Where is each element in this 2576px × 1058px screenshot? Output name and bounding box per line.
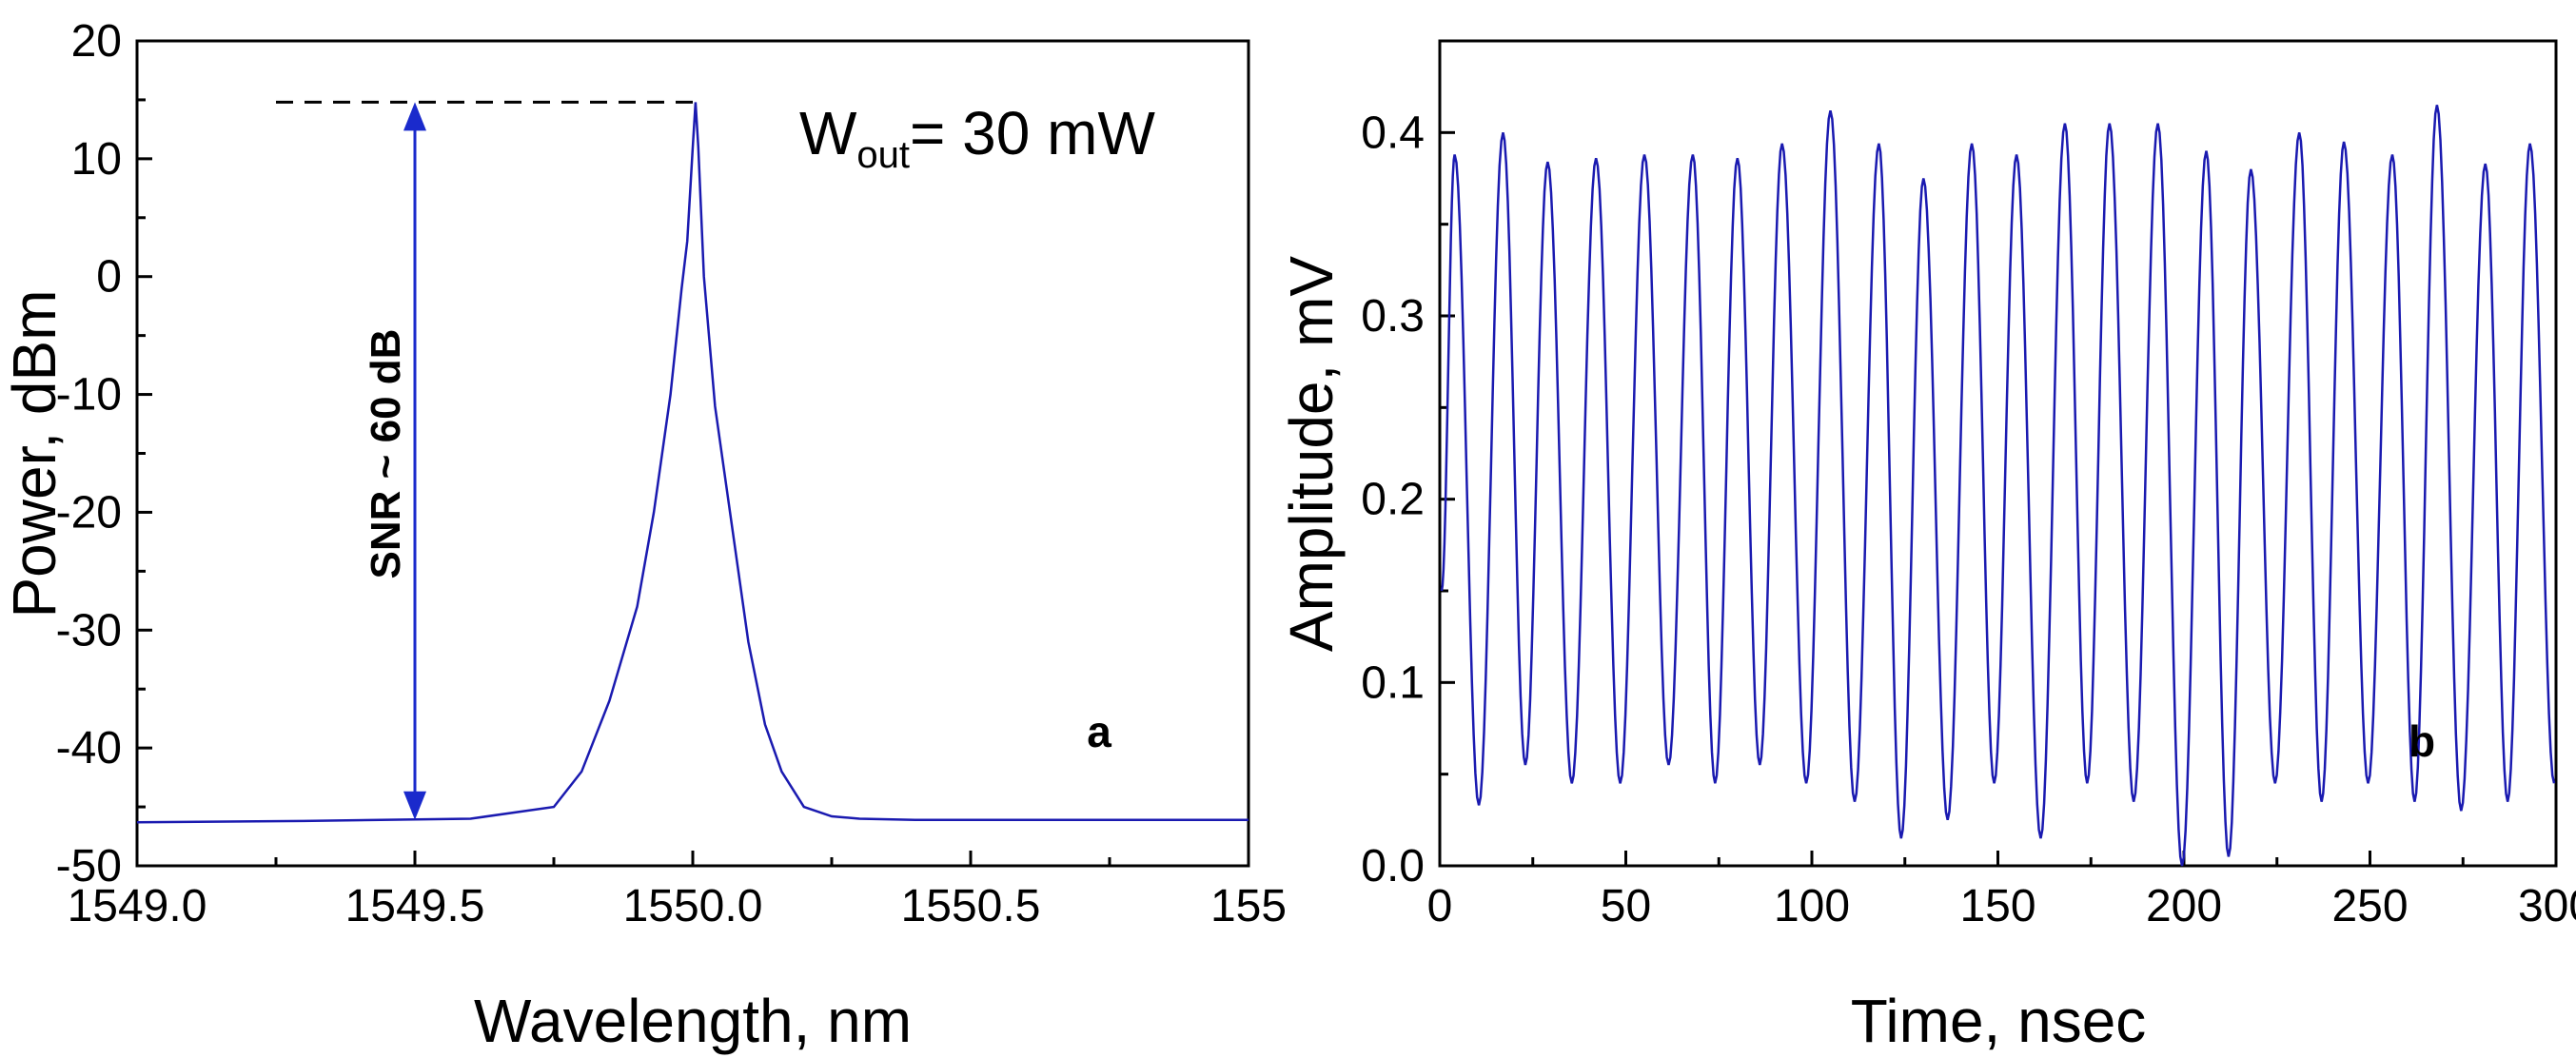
panel-a-y-tick-label: 10 [71,134,122,185]
panel-a-snr-arrowhead-top [403,102,426,131]
panel-b-x-tick-label: 50 [1601,881,1651,931]
panel-a-y-tick-label: 20 [71,16,122,67]
panel-a-x-tick-label: 1549.5 [345,881,485,931]
panel-b-time-trace: 0 50 100 150 200 250 300 0.0 0.1 0.2 0.3 0.4 b Time… [1277,39,2576,1055]
panel-b-y-tick-label: 0.3 [1361,291,1425,342]
panel-b-ticks [1438,130,2558,868]
panel-a-spectrum-trace [136,102,1249,824]
panel-b-y-tick-label: 0.1 [1361,657,1425,708]
panel-a-y-tick-label: -50 [56,841,122,891]
panel-b-letter: b [2409,716,2435,766]
panel-a-y-tick-label: -40 [56,723,122,774]
panel-b-x-tick-label: 200 [2146,881,2222,931]
panel-b-x-tick-label: 0 [1427,881,1453,931]
panel-a-y-tick-label: 0 [96,252,122,303]
panel-b-y-axis-title: Amplitude, mV [1277,256,1346,652]
panel-a-tick-labels: 1549.0 1549.5 1550.0 1550.5 155 -50 -40 -30 -20 -… [56,16,1287,931]
panel-b-y-tick-label: 0.0 [1361,841,1425,891]
panel-b-oscillation-trace [1440,105,2556,867]
panel-a-x-tick-label: 1549.0 [68,881,207,931]
panel-a-output-power-label: Wout= 30 mW [799,99,1155,176]
panel-a-y-axis-title: Power, dBm [0,289,69,617]
panel-a-x-tick-label: 1550.0 [623,881,763,931]
panel-b-y-tick-label: 0.4 [1361,108,1425,158]
panel-a-y-tick-label: -30 [56,605,122,656]
panel-a-y-tick-label: -10 [56,370,122,421]
panel-b-x-tick-label: 300 [2518,881,2576,931]
panel-b-tick-labels: 0 50 100 150 200 250 300 0.0 0.1 0.2 0.3 0.4 [1361,108,2576,931]
panel-a-x-axis-title: Wavelength, nm [474,987,912,1055]
panel-b-y-tick-label: 0.2 [1361,475,1425,525]
panel-a-spectrum: 1549.0 1549.5 1550.0 1550.5 155 -50 -40 -30 -20 -… [0,16,1287,1055]
panel-a-y-tick-label: -20 [56,487,122,538]
panel-a-ticks [135,39,1250,868]
panel-a-x-tick-label: 1550.5 [901,881,1041,931]
panel-b-x-tick-label: 100 [1774,881,1850,931]
panel-a-x-tick-label: 155 [1210,881,1287,931]
panel-a-letter: a [1087,707,1111,756]
panel-b-x-axis-title: Time, nsec [1851,987,2147,1055]
panel-a-snr-arrowhead-bottom [403,791,426,820]
panel-b-x-tick-label: 150 [1959,881,2035,931]
panel-a-snr-label: SNR ~ 60 dB [363,329,409,579]
panel-b-x-tick-label: 250 [2331,881,2408,931]
